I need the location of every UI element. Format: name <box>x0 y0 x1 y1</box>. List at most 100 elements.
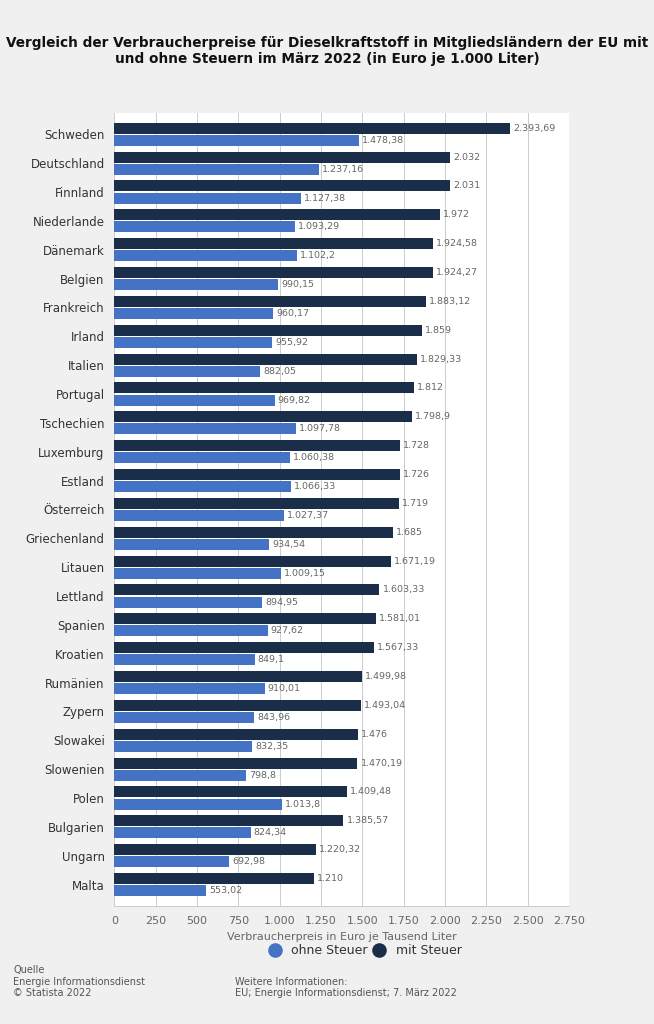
Bar <box>114 481 290 493</box>
Text: 1.812: 1.812 <box>417 383 444 392</box>
Text: 969,82: 969,82 <box>278 395 311 404</box>
Bar <box>114 353 417 365</box>
Bar <box>114 741 252 752</box>
Point <box>374 942 385 958</box>
Bar <box>114 613 376 625</box>
Text: 2.032: 2.032 <box>453 153 481 162</box>
Bar <box>114 498 398 509</box>
Bar <box>114 308 273 319</box>
Bar <box>114 325 422 336</box>
Text: 1.210: 1.210 <box>317 874 345 883</box>
Text: 1.493,04: 1.493,04 <box>364 700 406 710</box>
Text: 1.220,32: 1.220,32 <box>319 845 361 854</box>
Point <box>269 942 280 958</box>
Text: 1.066,33: 1.066,33 <box>294 482 336 492</box>
Bar <box>114 239 432 249</box>
Text: 849,1: 849,1 <box>258 655 284 665</box>
X-axis label: Verbraucherpreis in Euro je Tausend Liter: Verbraucherpreis in Euro je Tausend Lite… <box>227 932 456 941</box>
Text: 1.798,9: 1.798,9 <box>415 413 451 421</box>
Text: 1.972: 1.972 <box>443 210 470 219</box>
Text: 1.603,33: 1.603,33 <box>383 586 425 595</box>
Bar <box>114 827 250 839</box>
Bar <box>114 526 393 538</box>
Text: 1.567,33: 1.567,33 <box>377 643 419 652</box>
Text: 894,95: 894,95 <box>266 598 298 606</box>
Text: 955,92: 955,92 <box>275 338 309 347</box>
Bar <box>114 440 400 452</box>
Text: 1.719: 1.719 <box>402 499 428 508</box>
Bar <box>114 280 278 290</box>
Text: 1.829,33: 1.829,33 <box>420 354 462 364</box>
Bar <box>114 729 358 739</box>
Bar <box>114 469 400 480</box>
Bar <box>114 250 297 261</box>
Bar <box>114 209 440 220</box>
Bar <box>114 683 265 694</box>
Text: 1.385,57: 1.385,57 <box>347 816 388 825</box>
Text: 1.726: 1.726 <box>403 470 430 479</box>
Text: 1.093,29: 1.093,29 <box>298 222 340 231</box>
Bar <box>114 873 315 884</box>
Text: 1.924,27: 1.924,27 <box>436 268 477 278</box>
Bar <box>114 394 275 406</box>
Bar <box>114 221 295 232</box>
Bar <box>114 193 301 204</box>
Text: ohne Steuer: ohne Steuer <box>291 944 368 956</box>
Text: 1.581,01: 1.581,01 <box>379 614 421 624</box>
Text: 934,54: 934,54 <box>272 540 305 549</box>
Text: 1.685: 1.685 <box>396 527 423 537</box>
Bar <box>114 712 254 723</box>
Bar <box>114 539 269 550</box>
Bar <box>114 597 262 607</box>
Bar <box>114 885 206 896</box>
Text: Weitere Informationen:
EU; Energie Informationsdienst; 7. März 2022: Weitere Informationen: EU; Energie Infor… <box>235 977 457 998</box>
Bar <box>114 152 451 163</box>
Text: 910,01: 910,01 <box>268 684 301 693</box>
Text: 1.060,38: 1.060,38 <box>293 454 335 462</box>
Text: 990,15: 990,15 <box>281 281 314 289</box>
Text: 1.859: 1.859 <box>424 326 452 335</box>
Bar <box>114 424 296 434</box>
Bar <box>114 770 247 780</box>
Text: 1.883,12: 1.883,12 <box>428 297 471 306</box>
Text: 960,17: 960,17 <box>276 309 309 318</box>
Bar <box>114 164 319 175</box>
Text: 882,05: 882,05 <box>263 367 296 376</box>
Text: 1.009,15: 1.009,15 <box>284 568 326 578</box>
Text: 1.499,98: 1.499,98 <box>366 672 407 681</box>
Text: 1.924,58: 1.924,58 <box>436 240 477 248</box>
Text: Vergleich der Verbraucherpreise für Dieselkraftstoff in Mitgliedsländern der EU : Vergleich der Verbraucherpreise für Dies… <box>6 36 648 66</box>
Bar <box>114 180 450 191</box>
Bar <box>114 337 273 348</box>
Bar <box>114 671 362 682</box>
Bar <box>114 786 347 798</box>
Bar <box>114 267 432 278</box>
Text: 824,34: 824,34 <box>254 828 287 838</box>
Bar <box>114 556 390 566</box>
Text: 1.027,37: 1.027,37 <box>287 511 330 520</box>
Bar <box>114 412 412 422</box>
Bar <box>114 856 229 867</box>
Text: 2.393,69: 2.393,69 <box>513 124 555 133</box>
Text: 843,96: 843,96 <box>257 713 290 722</box>
Bar <box>114 510 284 521</box>
Bar <box>114 642 373 653</box>
Bar <box>114 366 260 377</box>
Bar <box>114 758 358 769</box>
Text: 1.237,16: 1.237,16 <box>322 165 364 174</box>
Text: Quelle
Energie Informationsdienst
© Statista 2022: Quelle Energie Informationsdienst © Stat… <box>13 966 145 998</box>
Bar <box>114 585 379 595</box>
Bar <box>114 567 281 579</box>
Text: 1.097,78: 1.097,78 <box>299 424 341 433</box>
Bar <box>114 123 510 134</box>
Text: 2.031: 2.031 <box>453 181 480 190</box>
Bar <box>114 453 290 463</box>
Text: 1.013,8: 1.013,8 <box>285 800 321 809</box>
Bar <box>114 815 343 826</box>
Bar <box>114 626 267 636</box>
Text: mit Steuer: mit Steuer <box>396 944 462 956</box>
Text: 1.409,48: 1.409,48 <box>351 787 392 797</box>
Text: 832,35: 832,35 <box>255 741 288 751</box>
Bar <box>114 844 316 855</box>
Text: 927,62: 927,62 <box>271 627 303 636</box>
